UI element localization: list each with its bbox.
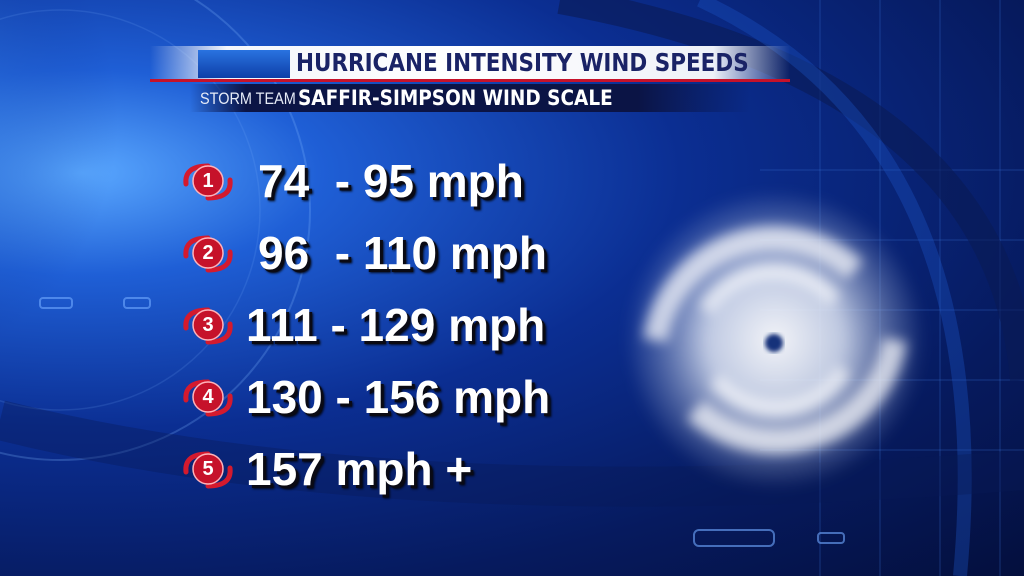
wind-speed-range: 111 - 129 mph xyxy=(246,299,546,351)
wind-speed-range: 74 - 95 mph xyxy=(258,155,524,207)
wind-speed-range: 130 - 156 mph xyxy=(246,371,551,423)
wind-speed-range: 96 - 110 mph xyxy=(258,227,547,279)
category-number: 3 xyxy=(202,314,214,336)
category-number: 1 xyxy=(202,170,214,192)
hurricane-symbol-icon: 4 xyxy=(178,376,238,420)
hurricane-symbol-icon: 1 xyxy=(178,160,238,204)
title-accent-block xyxy=(198,50,290,78)
category-number: 5 xyxy=(202,458,214,480)
page-title: HURRICANE INTENSITY WIND SPEEDS xyxy=(296,48,749,77)
category-number: 4 xyxy=(202,386,214,408)
brand-label: STORM TEAM xyxy=(200,89,296,108)
hurricane-symbol-icon: 3 xyxy=(178,304,238,348)
hurricane-symbol-icon: 5 xyxy=(178,448,238,492)
hurricane-symbol-icon: 2 xyxy=(178,232,238,276)
subtitle: SAFFIR-SIMPSON WIND SCALE xyxy=(298,86,613,110)
category-number: 2 xyxy=(202,242,214,264)
wind-speed-range: 157 mph + xyxy=(246,443,473,495)
subtitle-bar xyxy=(190,84,750,112)
